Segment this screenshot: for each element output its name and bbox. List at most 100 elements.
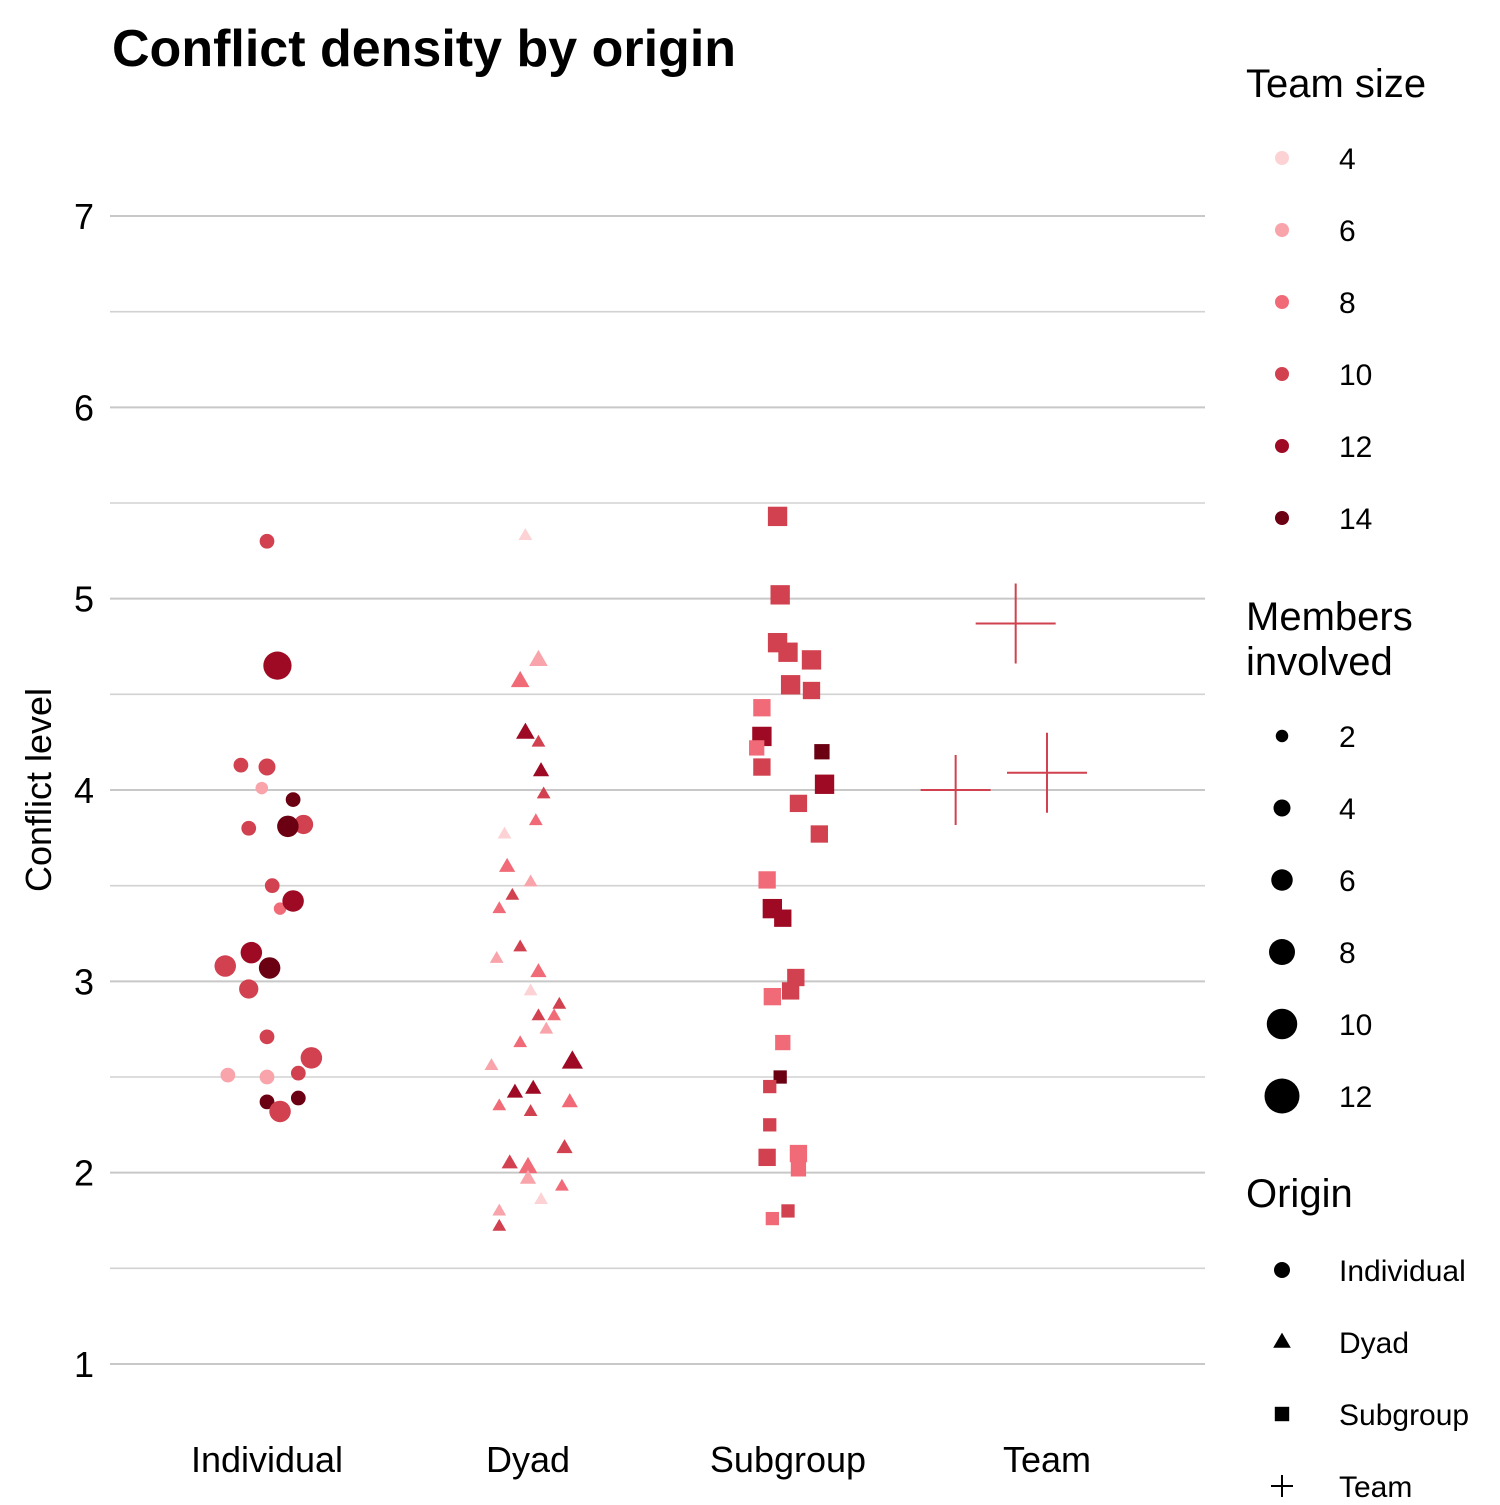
data-point-dyad: [492, 1098, 507, 1111]
data-point-dyad: [484, 1058, 499, 1071]
data-point-individual: [259, 1069, 275, 1085]
data-point-dyad: [505, 887, 520, 900]
legend-size-label: 6: [1339, 865, 1356, 898]
data-point-dyad: [561, 1093, 578, 1108]
data-point-dyad: [492, 1203, 507, 1216]
data-point-individual: [259, 1029, 275, 1045]
legend-size-label: 8: [1339, 937, 1356, 970]
x-tick-label: Team: [1003, 1439, 1091, 1480]
data-point-subgroup: [780, 675, 801, 695]
data-point-dyad: [525, 1079, 542, 1094]
y-tick-label: 4: [74, 770, 94, 811]
data-point-dyad: [518, 1156, 538, 1174]
data-point-individual: [282, 890, 304, 912]
legend-size-label: 10: [1339, 1009, 1372, 1042]
legend-shape-swatch: [1271, 1475, 1293, 1497]
y-tick-label: 6: [74, 387, 94, 428]
data-point-individual: [220, 1067, 236, 1083]
legend-size-swatch: [1271, 869, 1293, 891]
legend-members-title-line1: Members: [1246, 595, 1413, 639]
data-point-subgroup: [789, 1144, 808, 1163]
data-point-dyad: [519, 1169, 537, 1184]
data-point-dyad: [523, 874, 538, 887]
legend-shape-swatch: [1273, 1332, 1291, 1348]
data-point-subgroup: [814, 744, 830, 760]
data-point-dyad: [539, 1021, 554, 1034]
data-point-individual: [214, 955, 236, 977]
legend-color-swatch: [1275, 151, 1289, 165]
data-point-dyad: [510, 670, 530, 688]
y-tick-label: 2: [74, 1153, 94, 1194]
y-tick-label: 7: [74, 196, 94, 237]
data-point-dyad: [513, 939, 528, 952]
legend-members-title-line2: involved: [1246, 640, 1393, 684]
data-point-subgroup: [778, 642, 798, 662]
legend-shape-swatch: [1274, 1406, 1290, 1422]
legend-team-size-title: Team size: [1246, 62, 1426, 106]
legend-color-swatch: [1275, 295, 1289, 309]
data-point-individual: [290, 1065, 306, 1081]
data-point-subgroup: [753, 758, 771, 776]
data-point-dyad: [555, 1178, 569, 1191]
y-tick-labels: 1 2 3 4 5 6 7: [74, 196, 94, 1385]
legend-size-swatch: [1269, 939, 1295, 965]
data-point-dyad: [531, 734, 546, 747]
data-point-subgroup: [763, 987, 782, 1006]
data-point-dyad: [561, 1050, 583, 1069]
data-point-individual: [293, 814, 314, 835]
data-point-subgroup: [814, 774, 835, 794]
data-point-individual: [264, 878, 280, 894]
legend-origin-title: Origin: [1246, 1172, 1353, 1216]
data-point-individual: [259, 533, 275, 549]
data-point-individual: [241, 820, 257, 836]
data-point-subgroup: [781, 982, 800, 1000]
data-point-individual: [239, 979, 259, 999]
data-point-dyad: [532, 762, 550, 777]
data-point-team: [920, 755, 991, 825]
x-tick-label: Dyad: [486, 1439, 570, 1480]
data-point-dyad: [497, 826, 512, 839]
data-point-dyad: [556, 1139, 573, 1154]
data-point-subgroup: [801, 650, 822, 670]
data-point-dyad: [530, 963, 547, 978]
legend-color-label: 14: [1339, 503, 1372, 536]
data-point-subgroup: [770, 585, 790, 605]
y-tick-label: 5: [74, 579, 94, 620]
data-point-dyad: [523, 983, 538, 996]
legend-size-swatch: [1275, 729, 1289, 743]
data-point-subgroup: [810, 825, 828, 843]
data-point-dyad: [528, 813, 543, 826]
data-point-dyad: [518, 528, 533, 541]
legend-color-label: 4: [1339, 143, 1356, 176]
legend-origin: Origin Individual Dyad Subgroup Team: [1246, 1172, 1469, 1504]
legend-size-label: 2: [1339, 721, 1356, 754]
data-point-dyad: [552, 996, 567, 1009]
data-point-subgroup: [763, 1079, 777, 1094]
data-point-subgroup: [790, 1161, 807, 1177]
legend-size-swatch: [1273, 799, 1291, 817]
data-point-dyad: [547, 1008, 561, 1021]
data-point-individual: [300, 1047, 323, 1069]
data-point-subgroup: [767, 506, 788, 527]
data-point-dyad: [492, 901, 507, 914]
data-point-subgroup: [789, 794, 808, 813]
legend-color-label: 10: [1339, 359, 1372, 392]
legend-shape-label: Subgroup: [1339, 1399, 1469, 1432]
legend-color-swatch: [1275, 223, 1289, 237]
data-point-dyad: [499, 857, 516, 872]
legend-color-label: 8: [1339, 287, 1356, 320]
data-point-dyad: [492, 1218, 507, 1231]
data-point-individual: [290, 1090, 306, 1106]
legend-color-label: 12: [1339, 431, 1372, 464]
data-point-individual: [240, 941, 263, 964]
legend-size-label: 12: [1339, 1081, 1372, 1114]
data-point-dyad: [523, 1104, 538, 1116]
legend-shape-label: Dyad: [1339, 1327, 1409, 1360]
legend-size-swatch: [1264, 1078, 1300, 1114]
x-tick-labels: Individual Dyad Subgroup Team: [191, 1439, 1091, 1480]
data-point-subgroup: [749, 740, 765, 756]
legend-shape-swatch: [1274, 1262, 1290, 1278]
data-point-team: [975, 583, 1056, 664]
